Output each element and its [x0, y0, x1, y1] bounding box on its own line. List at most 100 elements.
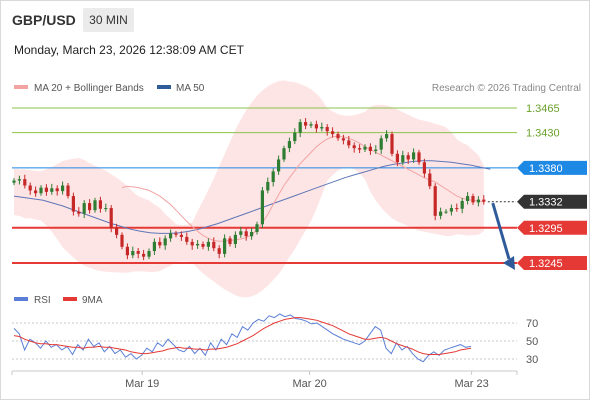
candle-body [325, 127, 329, 132]
candle-body [120, 234, 124, 247]
ma50-legend-label: MA 50 [176, 83, 205, 94]
candle-body [125, 246, 129, 256]
timeframe-badge[interactable] [83, 8, 134, 32]
projection-arrow [491, 202, 515, 270]
rsi-ma-line [13, 317, 472, 355]
candle-body [201, 243, 205, 247]
candle-body [331, 131, 335, 135]
candle-body [455, 208, 459, 210]
ma50-series [13, 160, 491, 234]
candle-body [358, 148, 362, 150]
candle-body [71, 196, 75, 212]
candle-body [444, 211, 448, 213]
candle-body [428, 173, 432, 187]
rsi-tick-70: 70 [526, 318, 538, 330]
rsi-line [13, 313, 472, 363]
ma20-series [121, 135, 484, 242]
candle-body [304, 122, 308, 126]
candle-body [39, 187, 43, 194]
level-tag-5 [517, 256, 587, 270]
candle-body [460, 201, 464, 209]
ma20-legend-label: MA 20 + Bollinger Bands [34, 83, 144, 94]
candle-body [88, 203, 92, 211]
candle-body [206, 241, 210, 247]
ma50-line [13, 160, 491, 234]
rsi-tick-30: 30 [526, 354, 538, 366]
candle-body [422, 162, 426, 174]
level-label-0: 1.3465 [526, 103, 560, 115]
level-tag-3 [517, 194, 587, 209]
level-label-2: 1.3380 [529, 163, 563, 175]
ma20-line [121, 135, 484, 242]
candle-body [217, 248, 221, 254]
ma50-legend-swatch [157, 85, 171, 89]
candle-body [109, 208, 113, 228]
arrow-head [503, 256, 515, 270]
candle-body [169, 233, 173, 239]
candle-body [115, 227, 119, 235]
candle-body [336, 134, 340, 139]
candle-body [196, 243, 200, 246]
candle-body [147, 251, 151, 257]
candle-body [55, 188, 59, 192]
price-levels [12, 107, 517, 264]
candle-body [223, 238, 227, 254]
candle-body [282, 148, 286, 160]
rsi-ma-legend-swatch [63, 297, 77, 301]
level-label-1: 1.3430 [526, 128, 560, 140]
candle-body [406, 155, 410, 160]
candle-body [352, 145, 356, 149]
candle-body [385, 134, 389, 139]
candle-body [287, 141, 291, 149]
candle-body [23, 179, 27, 186]
candle-body [395, 153, 399, 163]
candle-body [466, 196, 470, 201]
candle-body [12, 180, 16, 183]
candle-body [476, 199, 480, 203]
candle-body [449, 208, 453, 212]
level-label-4: 1.3295 [529, 223, 563, 235]
candle-body [341, 138, 345, 141]
x-tick-label-0: Mar 19 [125, 378, 159, 390]
candle-body [131, 251, 135, 256]
timestamp: Monday, March 23, 2026 12:38:09 AM CET [14, 43, 245, 57]
rsi-legend-label: RSI [34, 295, 51, 306]
candle-body [93, 200, 97, 211]
rsi-ma-legend-label: 9MA [82, 295, 103, 306]
level-tag-2 [517, 160, 587, 175]
candle-body [66, 185, 70, 197]
rsi-tick-50: 50 [526, 336, 538, 348]
candle-body [293, 132, 297, 142]
candle-body [212, 241, 216, 249]
candle-body [34, 190, 38, 194]
candle-body [163, 238, 167, 246]
candle-body [255, 224, 259, 232]
ma20-legend-swatch [14, 85, 28, 89]
candle-body [320, 127, 324, 129]
candle-body [439, 211, 443, 216]
candle-body [152, 241, 156, 252]
candle-body [136, 251, 140, 254]
candle-body [142, 253, 146, 257]
candle-body [379, 138, 383, 150]
candle-body [44, 187, 48, 192]
candle-body [363, 146, 367, 150]
candle-body [471, 196, 475, 203]
rsi-legend-swatch [14, 297, 28, 301]
candle-body [417, 152, 421, 163]
level-label-5: 1.3245 [529, 258, 563, 270]
candle-body [179, 234, 183, 237]
symbol-title: GBP/USD [12, 12, 76, 28]
candle-body [412, 152, 416, 160]
candle-body [401, 155, 405, 163]
candle-body [50, 188, 54, 192]
candle-body [277, 159, 281, 172]
candle-body [250, 232, 254, 237]
timeframe-label: 30 MIN [89, 13, 128, 27]
candle-body [190, 241, 194, 246]
candle-body [82, 203, 86, 214]
candle-body [390, 134, 394, 154]
level-tag-4 [517, 220, 587, 235]
candle-body [77, 211, 81, 214]
